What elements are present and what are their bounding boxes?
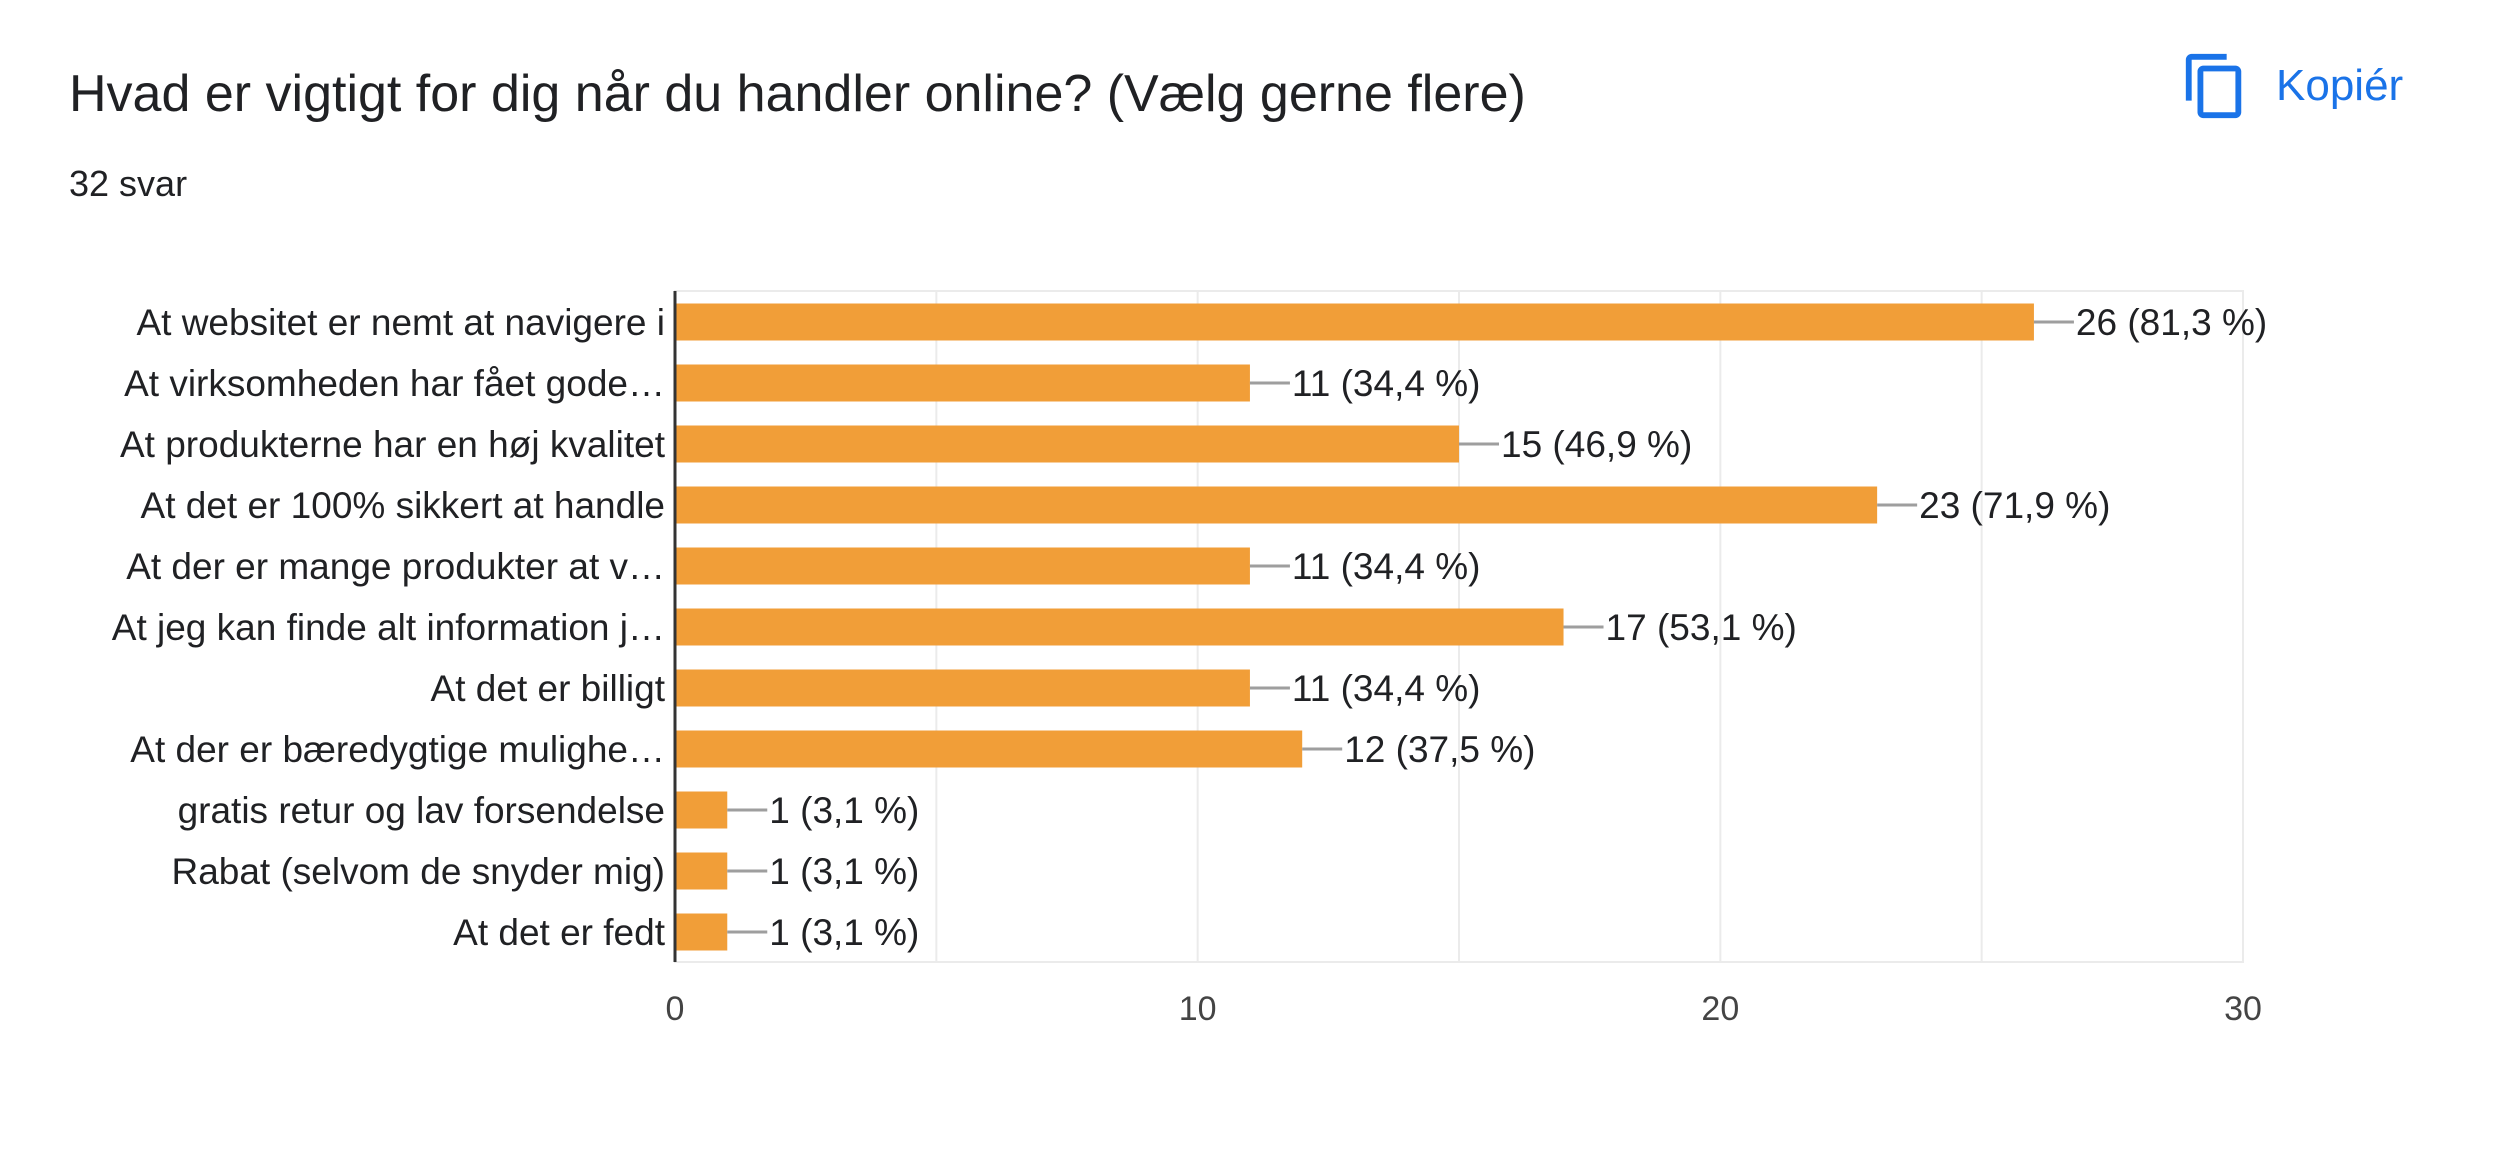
bar (675, 852, 728, 890)
bar (675, 913, 728, 951)
bar (675, 791, 728, 829)
bar (675, 425, 1459, 463)
bar-value-label: 1 (3,1 %) (769, 790, 919, 831)
bar (675, 303, 2034, 341)
category-label: At det er 100% sikkert at handle (141, 485, 665, 526)
bar-value-label: 1 (3,1 %) (769, 851, 919, 892)
category-label: At der er mange produkter at v… (126, 546, 665, 587)
bar (675, 486, 1878, 524)
bar (675, 608, 1564, 646)
category-label: At websitet er nemt at navigere i (136, 302, 665, 343)
bar-value-label: 11 (34,4 %) (1292, 668, 1481, 709)
bar-value-label: 12 (37,5 %) (1344, 729, 1535, 770)
bar-value-label: 23 (71,9 %) (1919, 485, 2110, 526)
bar (675, 547, 1250, 585)
copy-icon (2185, 53, 2242, 119)
category-label: At der er bæredygtige mulighe… (130, 729, 665, 770)
x-tick-label: 0 (666, 990, 685, 1028)
bar-value-label: 1 (3,1 %) (769, 912, 919, 953)
bar-value-label: 17 (53,1 %) (1606, 607, 1797, 648)
bar (675, 364, 1250, 402)
category-label: Rabat (selvom de snyder mig) (171, 851, 665, 892)
question-title: Hvad er vigtigt for dig når du handler o… (69, 65, 1526, 123)
bar (675, 669, 1250, 707)
bar (675, 730, 1303, 768)
category-label: At produkterne har en høj kvalitet (120, 424, 666, 465)
copy-button-label: Kopiér (2276, 61, 2404, 110)
category-label: At det er billigt (431, 668, 666, 709)
bar-value-label: 11 (34,4 %) (1292, 546, 1481, 587)
response-count: 32 svar (69, 163, 188, 204)
bar-value-label: 15 (46,9 %) (1501, 424, 1692, 465)
bar-value-label: 26 (81,3 %) (2076, 302, 2267, 343)
category-label: At det er fedt (453, 912, 666, 953)
bar-value-label: 11 (34,4 %) (1292, 363, 1481, 404)
x-tick-label: 10 (1179, 990, 1217, 1028)
x-tick-label: 30 (2224, 990, 2262, 1028)
x-tick-label: 20 (1701, 990, 1739, 1028)
category-label: At virksomheden har fået gode… (124, 363, 665, 404)
category-label: gratis retur og lav forsendelse (178, 790, 665, 831)
category-label: At jeg kan finde alt information j… (112, 607, 665, 648)
copy-button[interactable]: Kopiér (2180, 44, 2403, 128)
